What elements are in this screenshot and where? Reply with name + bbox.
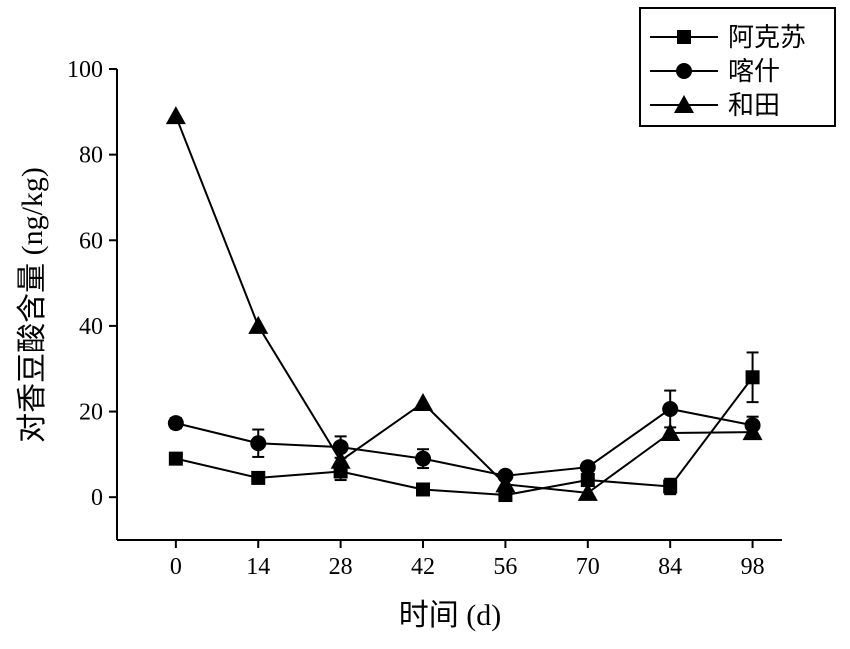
y-axis-title: 对香豆酸含量 (ng/kg): [16, 167, 49, 443]
data-point-triangle: [660, 422, 681, 441]
series-line-circle: [175, 407, 753, 477]
y-tick-label: 40: [79, 314, 103, 340]
x-tick-label: 84: [658, 554, 682, 580]
data-point-triangle: [330, 450, 351, 469]
y-tick-label: 20: [79, 400, 103, 426]
data-point-square: [251, 470, 266, 485]
data-point-circle: [332, 439, 349, 456]
legend-label: 和田: [728, 91, 780, 120]
legend-box: [639, 7, 836, 127]
x-tick-label: 56: [493, 554, 517, 580]
data-point-square: [168, 451, 183, 466]
x-tick-label: 70: [576, 554, 600, 580]
data-point-circle: [250, 435, 267, 452]
data-point-triangle: [577, 482, 598, 501]
data-point-circle: [662, 400, 679, 417]
data-point-circle: [579, 459, 596, 476]
series-line-square: [175, 376, 754, 497]
legend-marker-triangle: [674, 95, 694, 113]
legend-label: 阿克苏: [728, 23, 806, 52]
x-tick-label: 0: [170, 554, 182, 580]
x-axis-title: 时间 (d): [399, 599, 501, 632]
data-point-triangle: [165, 106, 186, 125]
data-point-triangle: [495, 474, 516, 493]
x-tick-label: 98: [741, 554, 765, 580]
data-point-square: [416, 482, 431, 497]
data-point-square: [745, 370, 760, 385]
series-line-triangle: [174, 115, 753, 494]
x-tick-label: 28: [329, 554, 353, 580]
data-point-triangle: [248, 315, 269, 334]
y-tick-label: 100: [67, 57, 103, 83]
data-point-triangle: [413, 392, 434, 411]
x-tick-label: 42: [411, 554, 435, 580]
data-point-circle: [167, 415, 184, 432]
y-tick-label: 0: [91, 485, 103, 511]
data-point-square: [663, 479, 678, 494]
data-point-triangle: [742, 422, 763, 441]
legend-marker-square: [677, 30, 691, 44]
x-tick-label: 14: [246, 554, 270, 580]
y-tick-label: 80: [79, 143, 103, 169]
y-tick-label: 60: [79, 228, 103, 254]
legend-marker-circle: [676, 63, 692, 79]
data-point-circle: [415, 450, 432, 467]
data-point-square: [580, 473, 595, 488]
legend-label: 喀什: [728, 57, 780, 86]
